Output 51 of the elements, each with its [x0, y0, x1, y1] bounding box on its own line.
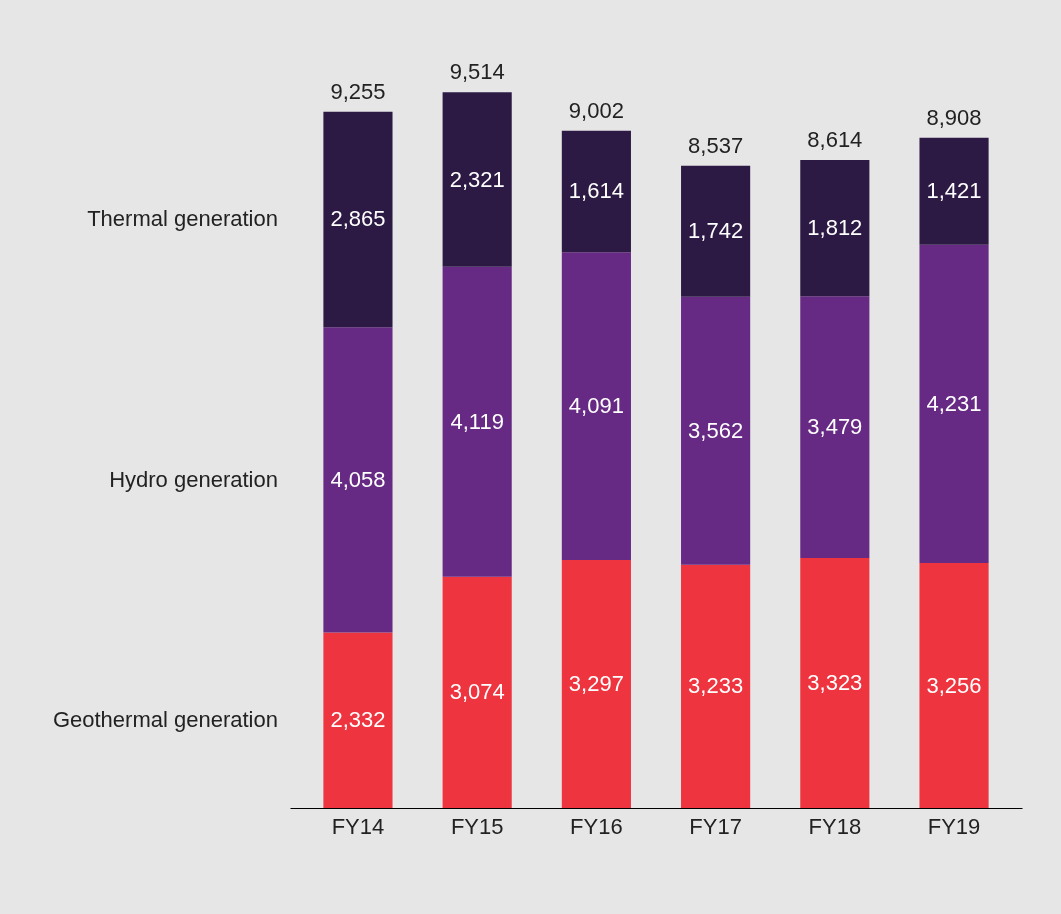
bar	[561, 559, 631, 808]
bar	[442, 576, 512, 808]
bar	[442, 266, 512, 577]
bar	[323, 632, 393, 808]
bar	[800, 159, 870, 297]
x-tick-label: FY18	[808, 813, 862, 839]
data-label: 3,256	[926, 672, 982, 698]
bar	[919, 137, 989, 245]
total-label: 8,614	[807, 126, 863, 152]
total-label: 9,002	[568, 97, 624, 123]
data-label: 1,421	[926, 178, 982, 204]
data-label: 1,614	[568, 178, 624, 204]
data-label: 4,119	[450, 408, 504, 434]
data-label: 1,812	[807, 215, 863, 241]
bar	[681, 165, 751, 297]
x-tick-label: FY14	[331, 813, 385, 839]
text: Thermal generation	[87, 206, 278, 232]
bar	[561, 252, 631, 560]
text: Hydro generation	[109, 466, 278, 492]
data-label: 1,742	[688, 218, 744, 244]
data-label: 4,091	[568, 393, 624, 419]
bar	[442, 92, 512, 267]
data-label: 3,562	[688, 417, 744, 443]
bar	[681, 564, 751, 808]
total-label: 8,537	[688, 132, 744, 158]
bar	[561, 130, 631, 253]
data-label: 3,479	[807, 414, 863, 440]
bar	[323, 327, 393, 633]
total-label: 9,255	[330, 78, 386, 104]
bar	[323, 111, 393, 328]
total-label: 9,514	[449, 59, 505, 85]
bar	[919, 244, 989, 564]
text: Geothermal generation	[52, 707, 278, 733]
x-tick-label: FY16	[570, 813, 623, 839]
data-label: 4,058	[330, 466, 386, 492]
total-label: 8,908	[926, 104, 982, 130]
x-tick-label: FY17	[689, 813, 742, 839]
data-label: 2,321	[449, 166, 505, 192]
data-label: 2,332	[330, 707, 386, 733]
bar	[919, 563, 989, 808]
data-label: 2,865	[330, 206, 386, 232]
data-label: 3,074	[449, 679, 505, 705]
bar	[800, 557, 870, 808]
data-label: 3,323	[807, 670, 863, 695]
data-label: 3,297	[568, 670, 624, 696]
x-tick-label: FY19	[927, 813, 981, 839]
x-tick-label: FY15	[450, 813, 504, 839]
bar	[681, 296, 751, 565]
bar	[800, 296, 870, 558]
data-label: 4,231	[926, 390, 982, 416]
data-label: 3,233	[688, 673, 744, 699]
